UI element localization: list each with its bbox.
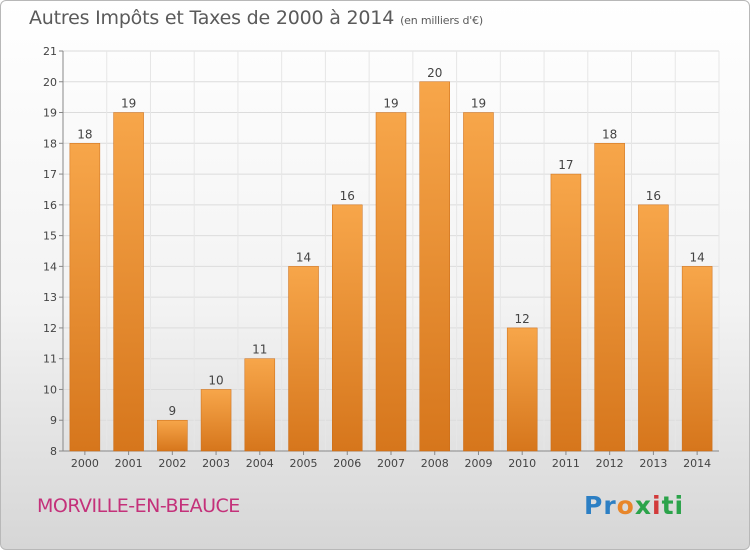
logo-part-4: i [651,491,662,520]
bar-2000 [69,143,101,452]
x-tick-label-2000: 2000 [71,457,99,470]
y-tick-label: 10 [43,383,57,396]
y-tick-label: 16 [43,199,57,212]
bar-2008 [419,81,450,452]
bar-2011 [550,173,582,452]
y-tick-label: 15 [43,230,57,243]
x-tick-label-2011: 2011 [552,457,580,470]
bar-2014 [681,266,713,452]
logo-part-3: x [634,491,652,520]
data-label-2006: 16 [340,189,355,203]
x-tick-label-2003: 2003 [202,457,230,470]
data-label-2008: 20 [427,66,442,80]
bars [69,81,713,452]
bar-2009 [463,112,494,452]
bar-2006 [332,204,363,452]
chart-title-text: Autres Impôts et Taxes de 2000 à 2014 [29,7,395,29]
commune-name: MORVILLE-EN-BEAUCE [37,495,240,517]
y-tick-label: 11 [43,353,57,366]
chart-unit-note: (en milliers d'€) [400,14,483,27]
data-label-2009: 19 [471,97,486,111]
bar-2010 [506,327,538,452]
x-tick-label-2009: 2009 [464,457,492,470]
x-tick-label-2012: 2012 [596,457,624,470]
data-label-2013: 16 [646,189,661,203]
bar-2013 [638,204,669,452]
bar-2003 [200,389,232,452]
y-tick-label: 19 [43,107,57,120]
x-tick-label-2002: 2002 [158,457,186,470]
bar-2002 [157,419,188,452]
x-tick-label-2014: 2014 [683,457,711,470]
logo-part-1: Pr [584,491,617,520]
bar-2005 [288,266,319,452]
x-tick-label-2007: 2007 [377,457,405,470]
data-label-2000: 18 [77,127,92,141]
data-label-2002: 9 [169,404,177,418]
logo-part-2: o [616,491,635,520]
data-label-2010: 12 [515,312,530,326]
y-tick-label: 9 [50,414,57,427]
bar-2004 [244,358,276,452]
proxiti-logo: Proxiti [584,491,684,520]
y-tick-label: 13 [43,291,57,304]
data-label-2004: 11 [252,343,267,357]
y-tick-label: 21 [43,45,57,58]
bar-2001 [113,112,144,452]
x-tick-label-2004: 2004 [246,457,274,470]
data-label-2007: 19 [383,97,398,111]
data-label-2001: 19 [121,97,136,111]
x-tick-label-2008: 2008 [421,457,449,470]
data-label-2011: 17 [558,158,573,172]
data-label-2014: 14 [689,250,704,264]
labels: 18 2000 19 2001 9 2002 10 2003 11 2004 14 2005 16 200… [71,66,711,470]
chart-title: Autres Impôts et Taxes de 2000 à 2014 (en… [29,7,483,29]
y-tick-label: 12 [43,322,57,335]
y-tick-label: 18 [43,137,57,150]
logo-part-5: ti [661,491,685,520]
y-tick-label: 20 [43,76,57,89]
bar-2007 [375,112,407,452]
x-tick-label-2005: 2005 [290,457,318,470]
x-tick-label-2001: 2001 [115,457,143,470]
x-tick-label-2010: 2010 [508,457,536,470]
y-tick-label: 17 [43,168,57,181]
data-label-2012: 18 [602,127,617,141]
y-tick-label: 14 [43,260,57,273]
y-tick-label: 8 [50,445,57,458]
data-label-2003: 10 [208,373,223,387]
bar-2012 [594,143,625,452]
x-tick-label-2006: 2006 [333,457,361,470]
data-label-2005: 14 [296,250,311,264]
x-tick-label-2013: 2013 [639,457,667,470]
